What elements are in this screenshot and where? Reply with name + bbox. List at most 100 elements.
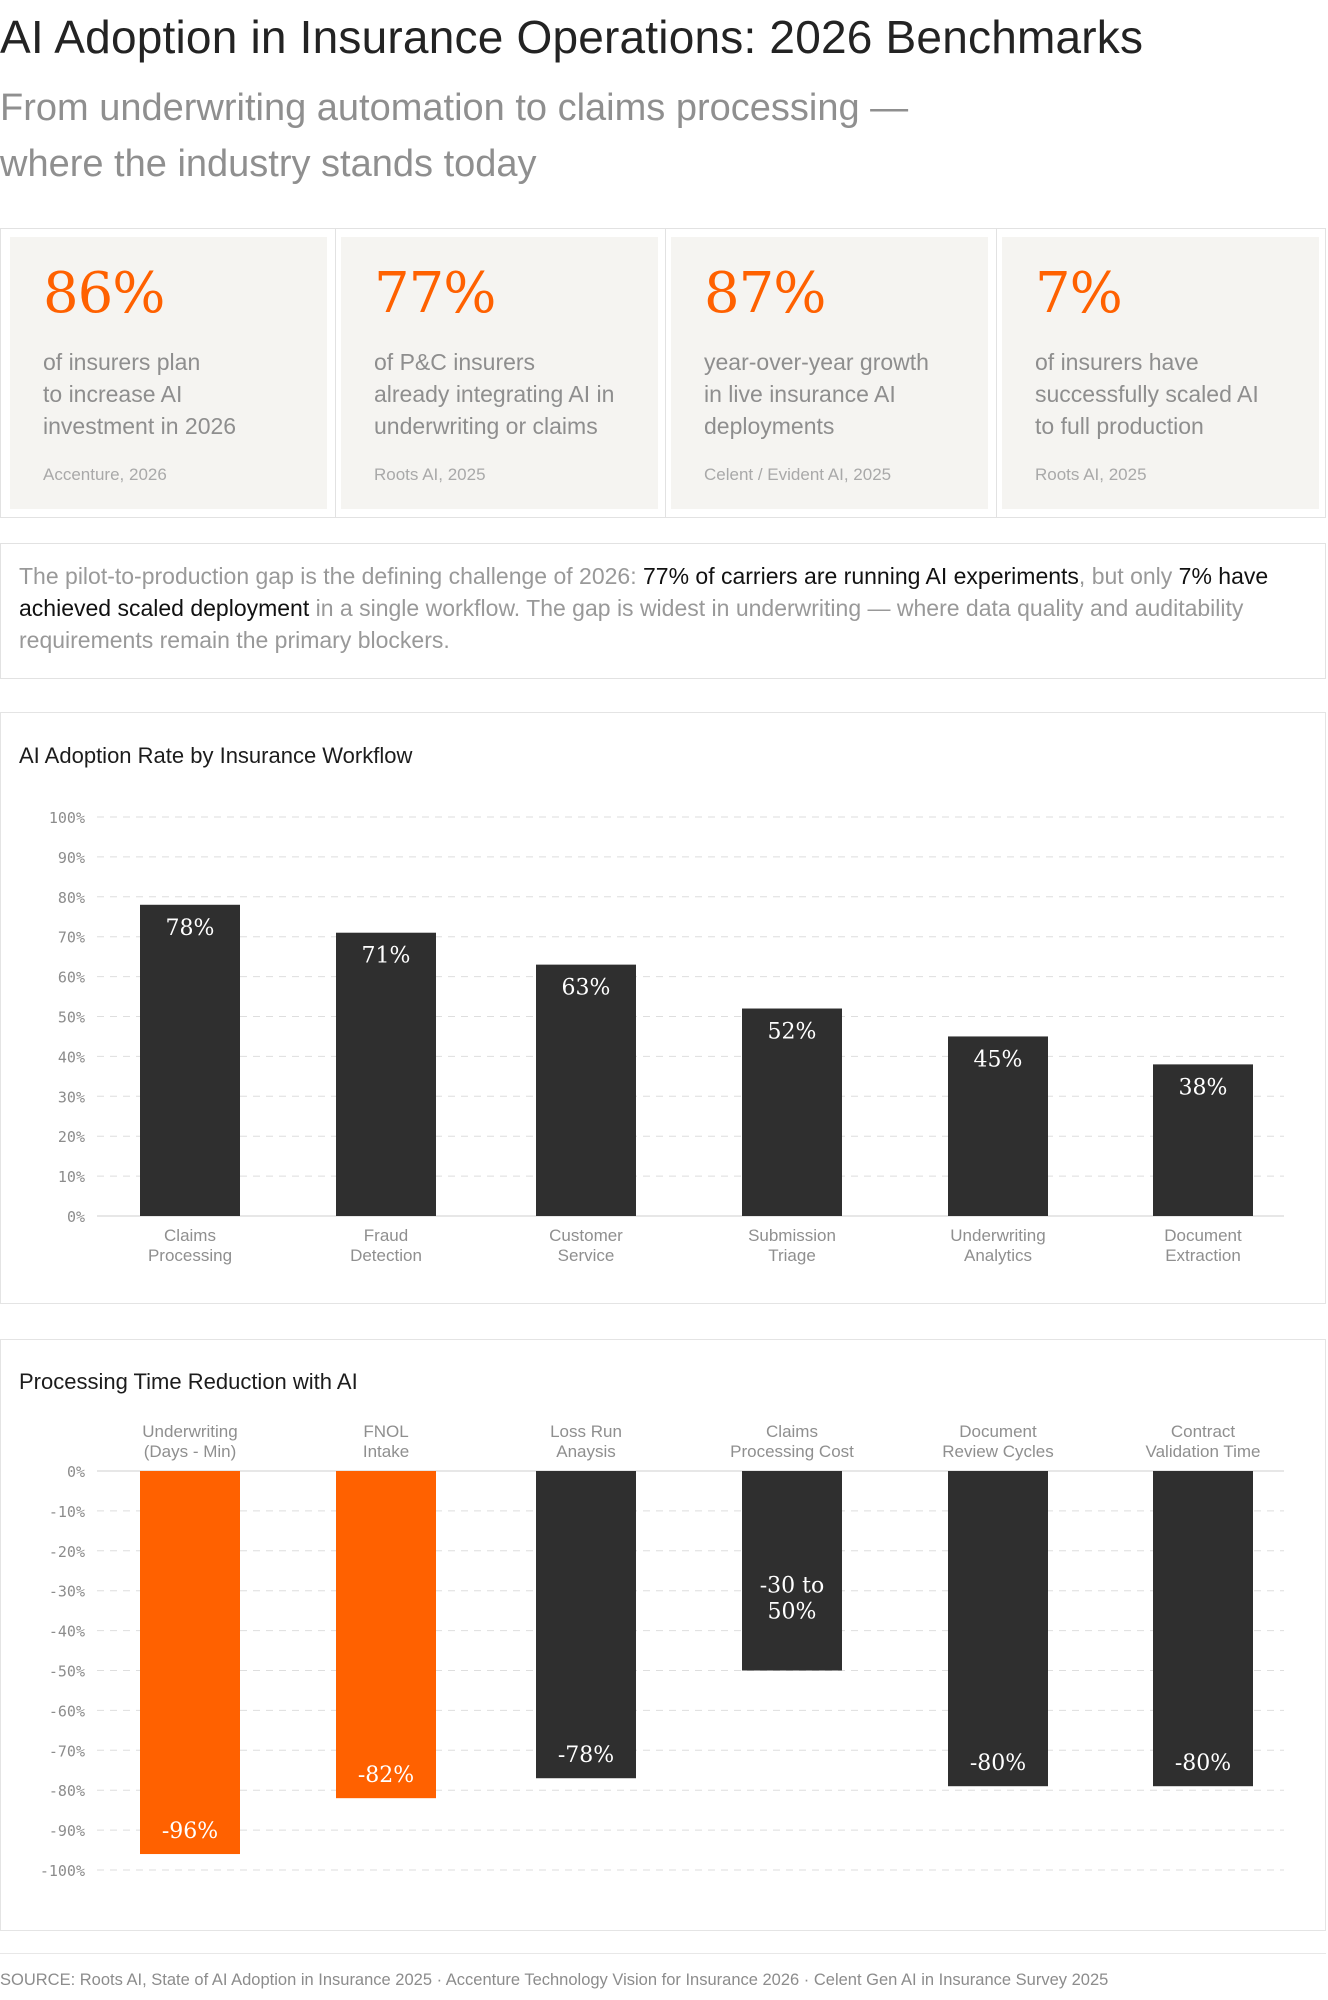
stat-description: of insurers have successfully scaled AI to… [1035,348,1259,439]
bar [336,1471,436,1799]
x-category-label: Claims [766,1422,818,1441]
data-label: -80% [1175,1751,1231,1776]
y-tick-label: 0% [67,1208,85,1226]
chart-title: Processing Time Reduction with AI [19,1369,358,1394]
data-label: 38% [1179,1075,1228,1100]
x-category-label: Extraction [1165,1246,1241,1265]
x-category-label: Validation Time [1146,1442,1261,1461]
processing-time-chart: 0% -10% -20% -30% -40% -50% -60% -70% -80% -90% -1… [40,1422,1284,1880]
divider [996,229,997,517]
data-label: -30 to [760,1574,825,1599]
x-category-label: Claims [164,1226,216,1245]
x-category-label: Service [558,1246,615,1265]
x-category-label: Fraud [364,1226,408,1245]
stats-row: 86% of insurers plan to increase AI invest… [0,228,1326,518]
stat-card: 77% of P&C insurers already integrating A… [341,237,658,509]
y-tick-label: 0% [67,1463,85,1481]
y-tick-label: -60% [49,1702,85,1720]
data-label: -80% [970,1751,1026,1776]
source-footer: SOURCE: Roots AI, State of AI Adoption i… [0,1971,1109,1989]
y-tick-label: -10% [49,1503,85,1521]
data-label: 45% [974,1047,1023,1072]
data-label: -96% [162,1819,218,1844]
x-category-label: Anaysis [556,1442,616,1461]
callout-highlight: 77% of carriers are running AI experimen… [642,563,1079,589]
x-category-label: Document [1164,1226,1242,1245]
bar [336,932,436,1216]
data-label: 52% [768,1020,817,1045]
bar [536,1471,636,1779]
y-tick-label: 70% [58,929,85,947]
x-category-label: Document [959,1422,1037,1441]
y-tick-label: -20% [49,1543,85,1561]
stat-value: 7% [1035,261,1123,326]
bar [140,904,240,1216]
data-label: -78% [558,1743,614,1768]
stat-card: 7% of insurers have successfully scaled A… [1002,237,1319,509]
data-label: -82% [358,1763,414,1788]
stat-source: Roots AI, 2025 [1035,465,1147,484]
reduction-chart-panel: Processing Time Reduction with AI 0% -10%… [0,1339,1326,1931]
stat-value: 87% [704,261,826,326]
bar [742,1008,842,1216]
stat-card: 87% year-over-year growth in live insuran… [671,237,988,509]
stat-source: Celent / Evident AI, 2025 [704,465,892,484]
y-tick-label: 60% [58,969,85,987]
subtitle-line: From underwriting automation to claims p… [0,87,909,129]
adoption-rate-chart: 100% 90% 80% 70% 60% 50% 40% 30% 20% 10% 0% 78% Clai… [49,809,1284,1265]
stat-description: of P&C insurers already integrating AI in… [374,348,615,439]
bar [1153,1471,1253,1787]
y-tick-label: 100% [49,809,85,827]
x-category-label: Detection [350,1246,422,1265]
stat-value: 77% [374,261,496,326]
x-category-label: (Days - Min) [144,1442,237,1461]
y-tick-label: 10% [58,1168,85,1186]
x-category-label: Analytics [964,1246,1032,1265]
callout-highlight: 7% have achieved scaled deployment [19,563,1269,621]
bar [140,1471,240,1855]
stat-card: 86% of insurers plan to increase AI invest… [10,237,327,509]
chart-title: AI Adoption Rate by Insurance Workflow [19,743,413,768]
y-tick-label: 90% [58,849,85,867]
y-tick-label: 50% [58,1009,85,1027]
bar [948,1036,1048,1216]
bar [948,1471,1048,1787]
data-label: 78% [166,916,215,941]
stat-value: 86% [43,261,165,326]
bar [742,1471,842,1671]
x-category-label: Underwriting [142,1422,237,1441]
y-tick-label: -50% [49,1663,85,1681]
divider [665,229,666,517]
page-title: AI Adoption in Insurance Operations: 202… [0,11,1144,63]
y-tick-label: 30% [58,1088,85,1106]
x-category-label: Processing Cost [730,1442,854,1461]
x-category-label: Loss Run [550,1422,622,1441]
data-label: 50% [768,1600,817,1625]
x-category-label: FNOL [363,1422,408,1441]
x-category-label: Customer [549,1226,623,1245]
y-tick-label: -80% [49,1782,85,1800]
y-tick-label: -100% [40,1862,85,1880]
data-label: 71% [362,944,411,969]
y-tick-label: 20% [58,1128,85,1146]
bar [536,964,636,1216]
divider [335,229,336,517]
x-category-label: Contract [1171,1422,1236,1441]
page-subtitle: From underwriting automation to claims p… [0,80,1000,192]
stat-source: Roots AI, 2025 [374,465,486,484]
y-tick-label: 40% [58,1048,85,1066]
stat-source: Accenture, 2026 [43,465,167,484]
divider [0,1953,1326,1954]
x-category-label: Review Cycles [942,1442,1053,1461]
x-category-label: Intake [363,1442,409,1461]
y-tick-label: 80% [58,889,85,907]
x-category-label: Triage [768,1246,816,1265]
y-tick-label: -40% [49,1623,85,1641]
x-category-label: Underwriting [950,1226,1045,1245]
stat-description: of insurers plan to increase AI investment… [43,348,237,439]
y-tick-label: -90% [49,1822,85,1840]
bar [1153,1064,1253,1216]
subtitle-line: where the industry stands today [0,143,537,185]
y-tick-label: -30% [49,1583,85,1601]
x-category-label: Processing [148,1246,232,1265]
